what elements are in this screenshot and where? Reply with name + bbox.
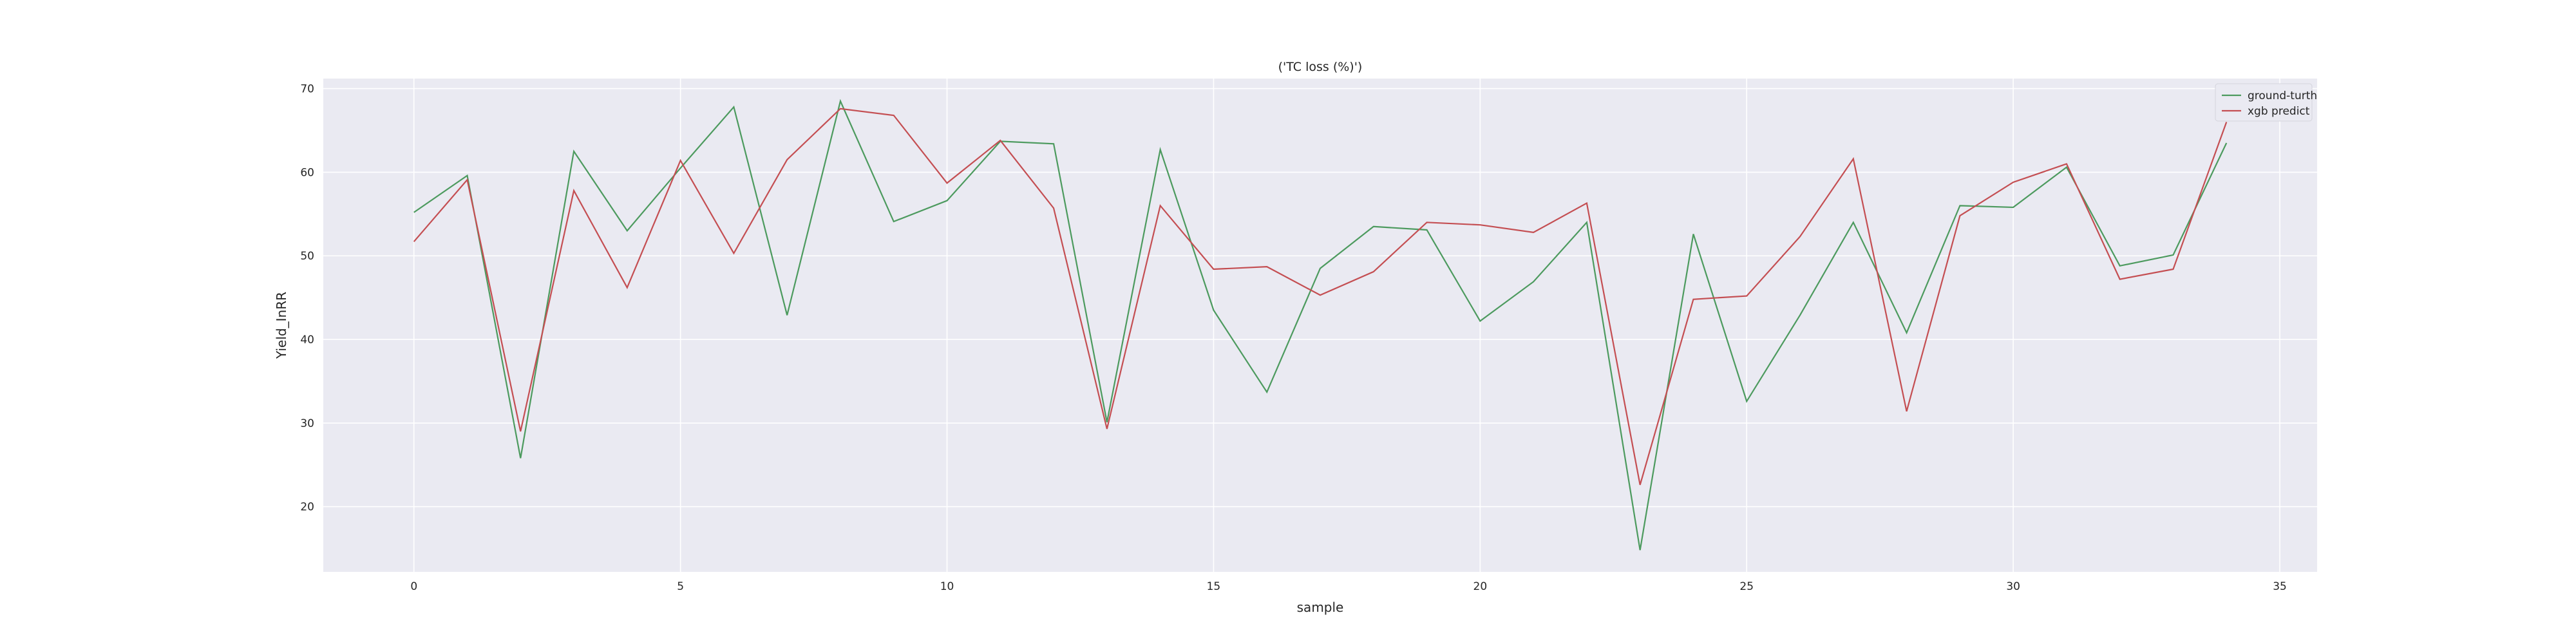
series-line-xgb-predict [413,108,2228,486]
x-tick-label: 35 [2273,580,2287,593]
series-line-ground-turth [413,99,2228,551]
y-tick-label: 40 [300,334,314,346]
y-tick-label: 60 [300,166,314,179]
x-tick-label: 30 [2006,580,2020,593]
grid [323,79,2317,572]
legend-label: xgb predict [2248,105,2310,118]
x-tick-label: 20 [1473,580,1488,593]
series-lines [413,99,2228,551]
x-tick-label: 15 [1207,580,1221,593]
tick-labels: 0 5 10 15 20 25 30 35 20 30 40 50 60 70 [300,83,2287,593]
y-tick-label: 30 [300,417,314,430]
legend-box [2215,83,2313,122]
legend: ground-turth xgb predict [2215,83,2317,122]
x-tick-label: 0 [410,580,417,593]
x-tick-label: 25 [1739,580,1754,593]
y-axis-label: Yield_InRR [274,292,289,359]
legend-label: ground-turth [2248,90,2317,102]
chart-title: ('TC loss (%)') [1278,60,1363,74]
y-tick-label: 20 [300,501,314,514]
x-tick-label: 5 [677,580,684,593]
plot-background [323,79,2317,572]
x-axis-label: sample [1297,600,1344,615]
y-tick-label: 50 [300,250,314,263]
y-tick-label: 70 [300,83,314,96]
x-tick-label: 10 [940,580,954,593]
